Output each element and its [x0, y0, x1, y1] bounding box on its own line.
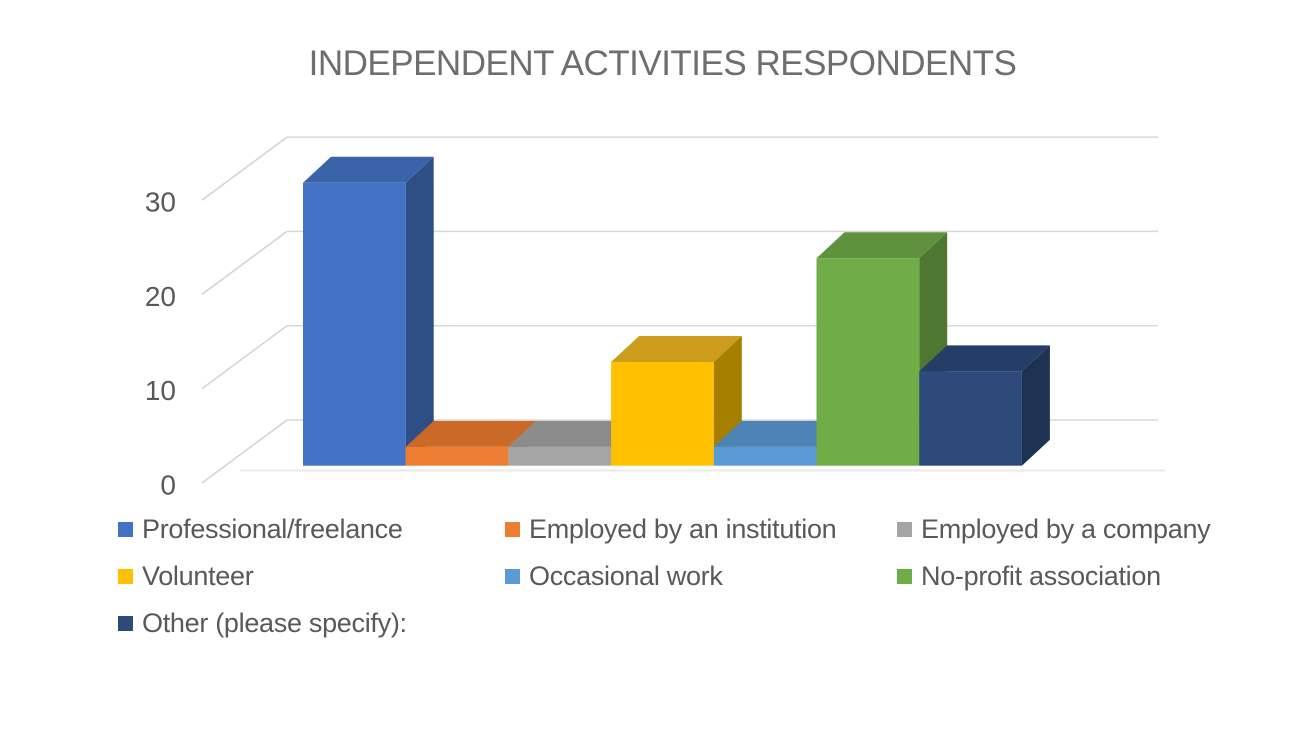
bar-front-0 — [303, 182, 406, 466]
bar-top-1 — [405, 420, 537, 447]
bar-front-2 — [508, 446, 612, 466]
chart-title: INDEPENDENT ACTIVITIES RESPONDENTS — [308, 44, 1017, 83]
y-axis-tick-label-10: 10 — [145, 375, 176, 406]
bar-top-6 — [919, 345, 1050, 372]
axis-leader-line-20 — [201, 230, 288, 296]
bar-top-5 — [816, 232, 948, 259]
bar-front-3 — [611, 361, 714, 466]
bar-top-0 — [303, 156, 434, 183]
bar-front-4 — [713, 446, 817, 466]
y-axis-tick-label-30: 30 — [145, 187, 176, 218]
bar-side-0 — [405, 156, 434, 466]
bar-top-3 — [611, 335, 742, 362]
axis-leader-line-0 — [201, 419, 288, 484]
bar-front-6 — [919, 371, 1022, 466]
bar-side-6 — [1021, 345, 1050, 466]
bar-front-1 — [405, 446, 509, 466]
y-axis-tick-label-20: 20 — [145, 281, 176, 312]
bar-front-5 — [816, 258, 920, 466]
bar-top-2 — [508, 420, 640, 447]
axis-leader-line-30 — [201, 136, 288, 201]
bar-top-4 — [713, 420, 845, 447]
axis-leader-line-10 — [201, 325, 288, 390]
y-axis-tick-label-0: 0 — [160, 470, 176, 501]
